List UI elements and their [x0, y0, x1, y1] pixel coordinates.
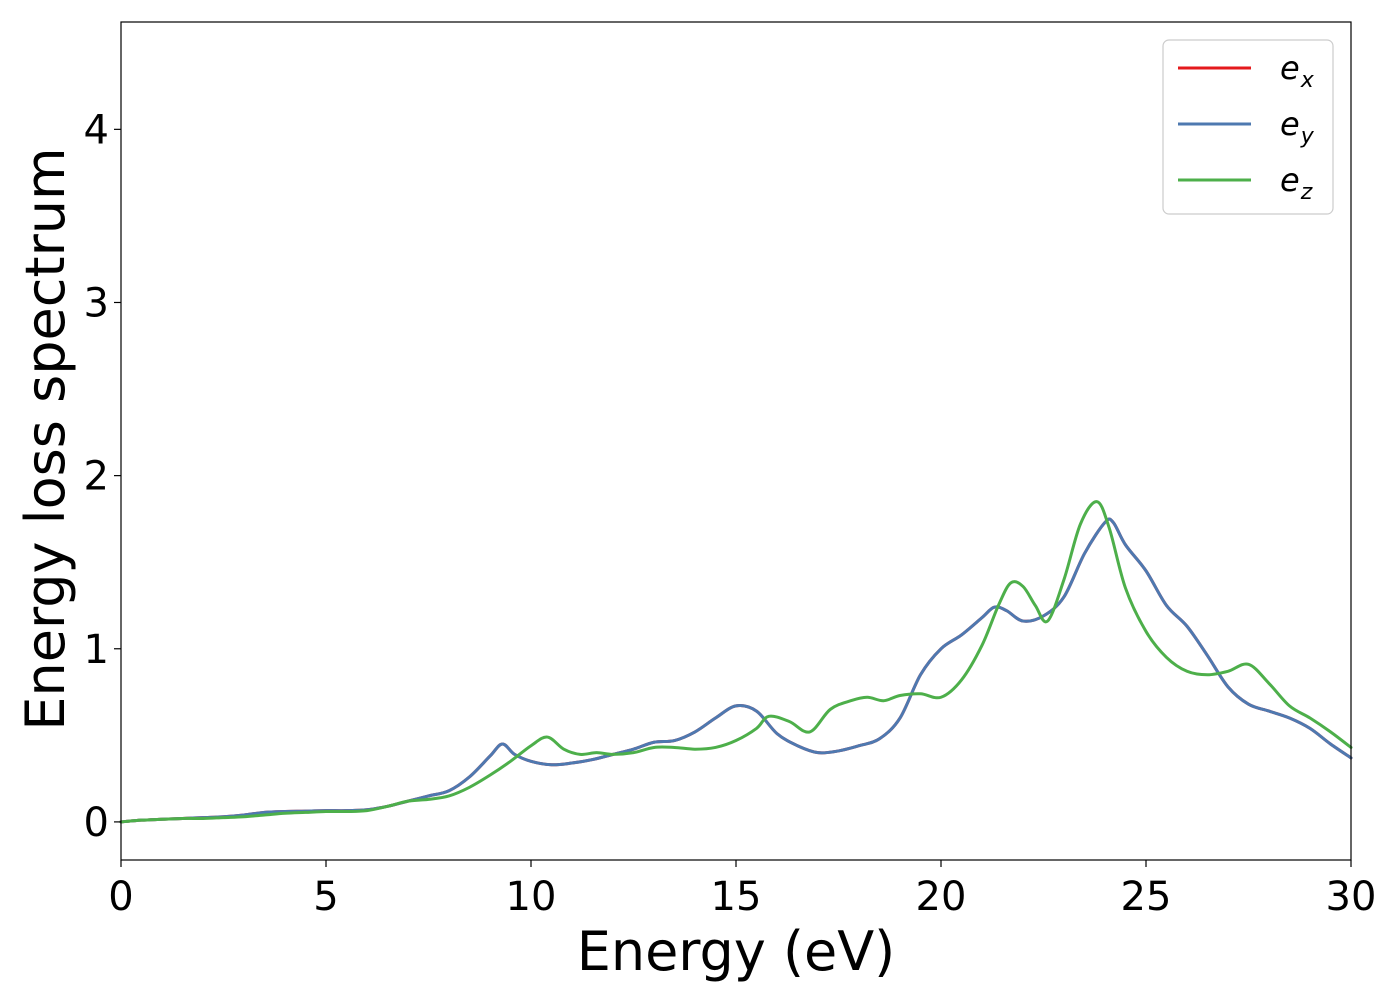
legend: ex ey ez	[1162, 39, 1334, 215]
legend-label: ez	[1280, 161, 1313, 205]
y-tick-label: 1	[84, 627, 109, 673]
x-axis-title: Energy (eV)	[577, 920, 896, 983]
y-tick-label: 4	[84, 107, 109, 153]
y-tick-label: 2	[84, 454, 109, 500]
x-tick-label: 20	[916, 874, 967, 920]
x-tick-label: 0	[108, 874, 133, 920]
x-tick-label: 15	[711, 874, 762, 920]
y-tick-label: 3	[84, 280, 109, 326]
x-tick-label: 25	[1121, 874, 1172, 920]
legend-label: ey	[1280, 105, 1315, 149]
x-tick-label: 30	[1326, 874, 1377, 920]
y-tick-label: 0	[84, 800, 109, 846]
series-line-ey	[119, 517, 1353, 824]
x-tick-label: 10	[506, 874, 557, 920]
axis-ticks: 0 5 10 15 20 25 30 0 1 2 3 4	[84, 107, 1377, 920]
series-line-ex	[119, 517, 1353, 824]
legend-label: ex	[1280, 49, 1315, 93]
series-line-ez	[119, 500, 1353, 824]
x-tick-label: 5	[313, 874, 338, 920]
plot-lines	[119, 500, 1353, 824]
y-axis-title: Energy loss spectrum	[14, 147, 77, 730]
legend-box	[1162, 39, 1334, 215]
